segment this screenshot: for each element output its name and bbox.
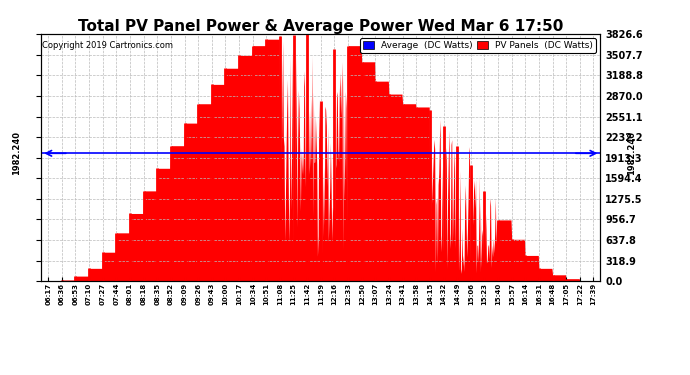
Title: Total PV Panel Power & Average Power Wed Mar 6 17:50: Total PV Panel Power & Average Power Wed…	[78, 19, 564, 34]
Text: 1982.240: 1982.240	[627, 131, 635, 175]
Text: Copyright 2019 Cartronics.com: Copyright 2019 Cartronics.com	[42, 41, 173, 50]
Legend: Average  (DC Watts), PV Panels  (DC Watts): Average (DC Watts), PV Panels (DC Watts)	[360, 38, 595, 53]
Text: 1982.240: 1982.240	[12, 131, 21, 175]
